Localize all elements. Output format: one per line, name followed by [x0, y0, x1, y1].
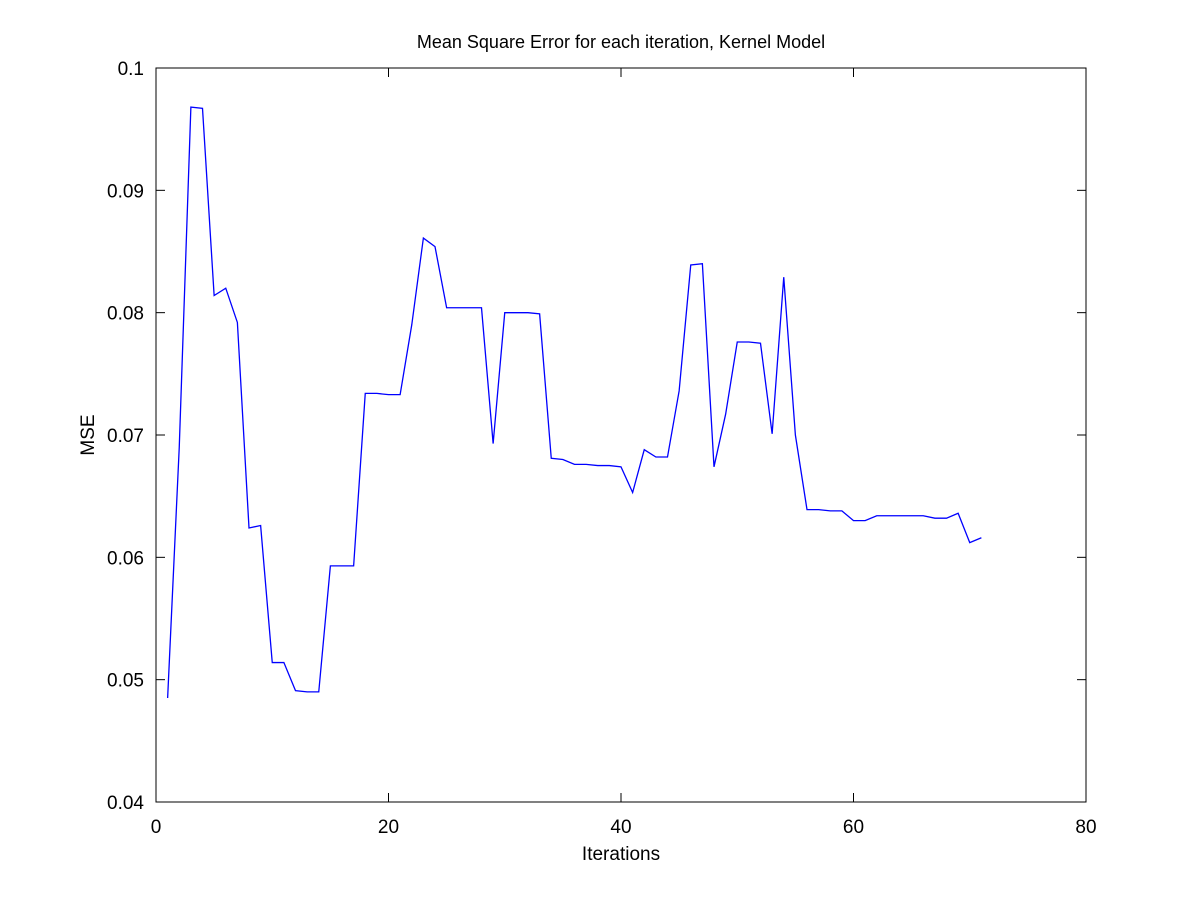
- axis-ticks: [155, 67, 1087, 803]
- x-tick-labels: 0 20 40 60 80: [151, 817, 1097, 838]
- data-series: [166, 106, 982, 699]
- x-tick-label: 60: [843, 817, 864, 838]
- y-tick-labels: 0.04 0.05 0.06 0.07 0.08 0.09 0.1: [107, 59, 144, 814]
- y-tick-label: 0.06: [107, 548, 144, 569]
- x-tick-label: 20: [378, 817, 399, 838]
- y-tick-label: 0.09: [107, 181, 144, 202]
- x-tick-label: 40: [610, 817, 631, 838]
- y-tick-label: 0.05: [107, 671, 144, 692]
- chart-title: Mean Square Error for each iteration, Ke…: [417, 32, 825, 52]
- y-tick-label: 0.08: [107, 304, 144, 325]
- plot-area: [155, 67, 1087, 803]
- x-axis-label: Iterations: [582, 844, 660, 865]
- x-tick-label: 80: [1075, 817, 1096, 838]
- y-tick-label: 0.07: [107, 426, 144, 447]
- mse-line: [166, 106, 982, 699]
- y-tick-label: 0.04: [107, 793, 144, 814]
- y-axis-label: MSE: [78, 414, 99, 455]
- y-tick-label: 0.1: [118, 59, 144, 80]
- x-tick-label: 0: [151, 817, 162, 838]
